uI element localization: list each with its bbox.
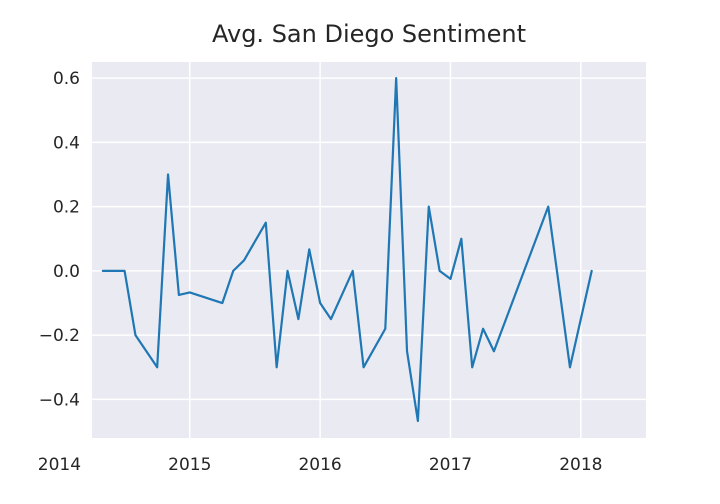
y-tick-label: 0.2 [53, 198, 80, 218]
y-tick-label: 0.0 [53, 262, 80, 282]
chart-title: Avg. San Diego Sentiment [212, 20, 526, 48]
x-tick-label: 2015 [168, 455, 211, 475]
y-tick-label: 0.4 [53, 133, 80, 153]
x-tick-label: 2017 [429, 455, 472, 475]
y-axis-ticks: 0.6 0.4 0.2 0.0 −0.2 −0.4 [39, 69, 80, 410]
x-tick-label: 2018 [559, 455, 602, 475]
x-tick-label: 2016 [298, 455, 341, 475]
series-layer [101, 76, 593, 423]
x-axis-ticks: 2014 2015 2016 2017 2018 [38, 455, 603, 475]
x-tick-label: 2014 [38, 455, 81, 475]
y-tick-label: 0.6 [53, 69, 80, 89]
y-tick-label: −0.2 [39, 326, 80, 346]
y-tick-label: −0.4 [39, 390, 80, 410]
grid-lines [92, 62, 646, 438]
